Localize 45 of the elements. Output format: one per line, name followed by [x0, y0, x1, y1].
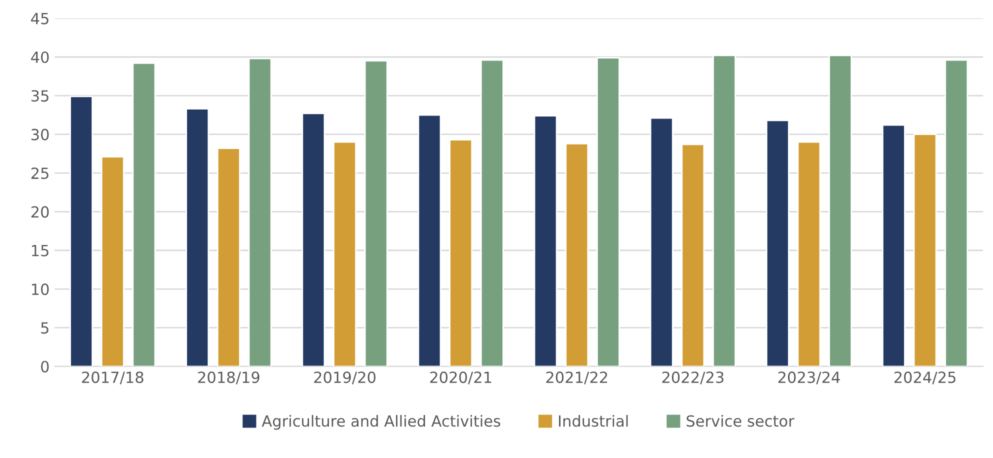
y-tick-label: 0	[41, 360, 49, 372]
bar	[882, 124, 906, 366]
x-tick-label: 2017/18	[82, 372, 144, 384]
y-tick-label: 45	[31, 12, 48, 24]
y-tick-label: 15	[32, 245, 48, 256]
bar	[944, 59, 968, 366]
y-tick-label: 35	[31, 90, 48, 102]
bar	[596, 57, 620, 366]
x-tick-label: 2021/22	[546, 372, 608, 384]
bar	[248, 58, 272, 366]
y-tick-label: 30	[31, 128, 49, 140]
bar	[712, 54, 736, 366]
bar	[100, 156, 124, 366]
y-tick-label: 40	[31, 51, 49, 64]
x-tick-label: 2022/23	[662, 372, 724, 384]
bar	[449, 139, 473, 366]
bar	[534, 115, 558, 366]
x-tick-label: 2024/25	[894, 372, 956, 384]
bar	[186, 108, 210, 366]
bar	[650, 117, 674, 366]
x-tick-label: 2023/24	[778, 372, 840, 384]
bar	[364, 60, 388, 366]
bar	[766, 120, 790, 366]
bar	[681, 144, 705, 366]
legend-label: Agriculture and Allied Activities	[262, 414, 500, 430]
bar	[480, 59, 504, 366]
legend-label: Service sector	[686, 414, 794, 427]
bar	[797, 141, 821, 366]
y-tick-label: 25	[31, 167, 48, 180]
x-tick-label: 2018/19	[198, 372, 260, 384]
bar	[828, 54, 852, 366]
x-tick-label: 2020/21	[430, 372, 492, 384]
bar	[132, 62, 156, 366]
bar	[302, 112, 326, 366]
legend-label: Industrial	[558, 414, 628, 427]
bar	[70, 96, 94, 366]
y-tick-label: 5	[41, 322, 48, 334]
x-tick-label: 2019/20	[314, 372, 376, 384]
bar	[913, 134, 937, 366]
y-tick-label: 20	[31, 206, 49, 218]
bar	[418, 114, 442, 366]
bar	[565, 142, 589, 366]
bar	[216, 148, 240, 366]
y-tick-label: 10	[32, 284, 49, 296]
bar	[333, 141, 356, 366]
